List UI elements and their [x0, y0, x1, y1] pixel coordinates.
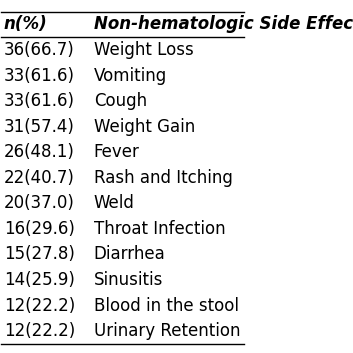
Text: Fever: Fever — [94, 143, 139, 161]
Text: Diarrhea: Diarrhea — [94, 245, 166, 263]
Text: 36(66.7): 36(66.7) — [4, 41, 74, 59]
Text: Weld: Weld — [94, 195, 134, 213]
Text: Cough: Cough — [94, 92, 147, 110]
Text: 33(61.6): 33(61.6) — [4, 66, 75, 84]
Text: 15(27.8): 15(27.8) — [4, 245, 75, 263]
Text: Blood in the stool: Blood in the stool — [94, 297, 239, 315]
Text: 31(57.4): 31(57.4) — [4, 118, 75, 136]
Text: Weight Gain: Weight Gain — [94, 118, 195, 136]
Text: n(%): n(%) — [4, 16, 48, 34]
Text: Weight Loss: Weight Loss — [94, 41, 193, 59]
Text: Non-hematologic Side Effects: Non-hematologic Side Effects — [94, 16, 353, 34]
Text: 14(25.9): 14(25.9) — [4, 271, 75, 289]
Text: Urinary Retention: Urinary Retention — [94, 322, 240, 340]
Text: Throat Infection: Throat Infection — [94, 220, 225, 238]
Text: 26(48.1): 26(48.1) — [4, 143, 75, 161]
Text: Vomiting: Vomiting — [94, 66, 167, 84]
Text: 33(61.6): 33(61.6) — [4, 92, 75, 110]
Text: Sinusitis: Sinusitis — [94, 271, 163, 289]
Text: Rash and Itching: Rash and Itching — [94, 169, 233, 187]
Text: 12(22.2): 12(22.2) — [4, 297, 75, 315]
Text: 16(29.6): 16(29.6) — [4, 220, 75, 238]
Text: 12(22.2): 12(22.2) — [4, 322, 75, 340]
Text: 20(37.0): 20(37.0) — [4, 195, 75, 213]
Text: 22(40.7): 22(40.7) — [4, 169, 75, 187]
